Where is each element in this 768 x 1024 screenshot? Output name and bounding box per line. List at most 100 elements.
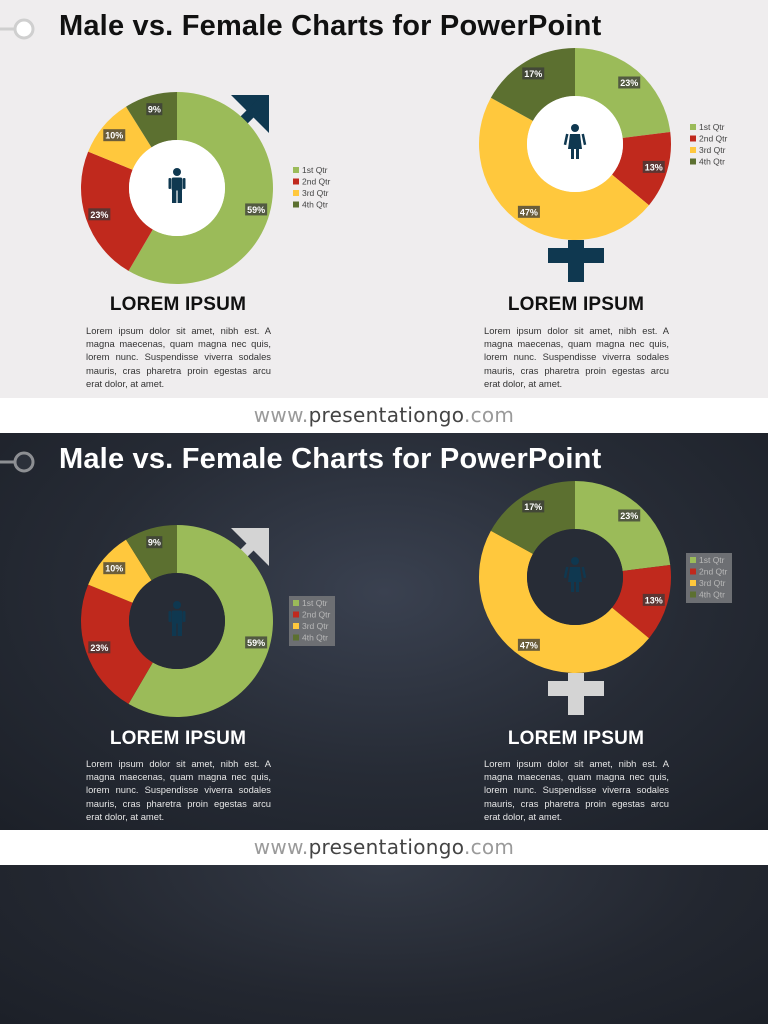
- male-person-icon: [168, 168, 186, 203]
- svg-text:13%: 13%: [645, 595, 663, 605]
- donut-slice-4: [490, 481, 575, 554]
- legend-item: 3rd Qtr: [690, 145, 726, 155]
- svg-text:23%: 23%: [90, 210, 108, 220]
- legend-item: 4th Qtr: [690, 157, 725, 167]
- svg-text:4th Qtr: 4th Qtr: [699, 157, 725, 167]
- svg-text:23%: 23%: [90, 643, 108, 653]
- svg-text:1st Qtr: 1st Qtr: [699, 555, 725, 565]
- svg-text:23%: 23%: [620, 78, 638, 88]
- svg-text:59%: 59%: [247, 205, 265, 215]
- legend-item: 1st Qtr: [293, 598, 328, 608]
- svg-text:4th Qtr: 4th Qtr: [302, 200, 328, 210]
- footer-suffix: .com: [463, 403, 515, 427]
- female-person-icon: [563, 557, 587, 592]
- svg-text:1st Qtr: 1st Qtr: [302, 598, 328, 608]
- footer-banner: www.presentationgo.com: [0, 398, 768, 433]
- svg-text:59%: 59%: [247, 638, 265, 648]
- legend-item: 1st Qtr: [293, 165, 328, 175]
- donut-slice-2: [611, 564, 671, 639]
- title-ring-icon: [0, 451, 35, 473]
- donut-slice-1: [575, 48, 671, 138]
- slide-dark: Male vs. Female Charts for PowerPoint 59…: [0, 433, 768, 830]
- footer-prefix: www.: [253, 403, 309, 427]
- footer-brand: presentationgo: [308, 403, 464, 427]
- svg-text:2nd Qtr: 2nd Qtr: [699, 134, 728, 144]
- svg-text:17%: 17%: [524, 69, 542, 79]
- legend-item: 4th Qtr: [293, 633, 328, 643]
- background-fill: [0, 865, 768, 1024]
- male-body-text: Lorem ipsum dolor sit amet, nibh est. A …: [86, 325, 271, 389]
- svg-text:10%: 10%: [105, 564, 123, 574]
- legend-item: 3rd Qtr: [690, 578, 726, 588]
- female-person-icon: [563, 124, 587, 159]
- data-label: 9%: [146, 103, 163, 116]
- svg-text:3rd Qtr: 3rd Qtr: [302, 621, 329, 631]
- male-body-text: Lorem ipsum dolor sit amet, nibh est. A …: [86, 758, 271, 822]
- legend-item: 2nd Qtr: [293, 610, 331, 620]
- svg-text:1st Qtr: 1st Qtr: [699, 122, 725, 132]
- female-cross-icon: [548, 240, 604, 282]
- data-label: 47%: [517, 205, 540, 218]
- donut-slice-1: [128, 92, 273, 285]
- data-label: 10%: [103, 562, 126, 575]
- data-label: 10%: [103, 129, 126, 142]
- data-label: 17%: [522, 500, 545, 513]
- data-label: 13%: [642, 593, 665, 606]
- svg-text:13%: 13%: [645, 162, 663, 172]
- svg-text:2nd Qtr: 2nd Qtr: [302, 610, 331, 620]
- legend-item: 4th Qtr: [690, 590, 725, 600]
- legend-item: 2nd Qtr: [690, 567, 728, 577]
- donut-slice-2: [81, 584, 153, 704]
- svg-text:3rd Qtr: 3rd Qtr: [699, 145, 726, 155]
- female-donut-chart: 23% 13% 47% 17%: [479, 48, 671, 241]
- male-donut-chart: 59% 23% 10% 9%: [81, 525, 273, 717]
- svg-text:4th Qtr: 4th Qtr: [699, 590, 725, 600]
- svg-text:9%: 9%: [148, 105, 161, 115]
- legend-item: 2nd Qtr: [293, 177, 331, 187]
- svg-text:10%: 10%: [105, 131, 123, 141]
- data-label: 9%: [146, 536, 163, 549]
- male-heading: LOREM IPSUM: [109, 294, 247, 315]
- donut-slice-3: [479, 97, 649, 241]
- donut-slice-4: [126, 525, 177, 581]
- legend-item: 1st Qtr: [690, 122, 725, 132]
- data-label: 23%: [88, 208, 111, 221]
- footer-suffix: .com: [463, 835, 515, 859]
- donut-slice-1: [575, 481, 671, 571]
- donut-slice-1: [128, 525, 273, 717]
- data-label: 23%: [88, 641, 111, 654]
- svg-text:2nd Qtr: 2nd Qtr: [699, 567, 728, 577]
- donut-slice-3: [479, 530, 649, 673]
- female-cross-icon: [548, 673, 604, 715]
- data-label: 13%: [642, 160, 665, 173]
- slide-title: Male vs. Female Charts for PowerPoint: [59, 10, 602, 42]
- data-label: 23%: [618, 509, 641, 522]
- female-heading: LOREM IPSUM: [507, 294, 645, 315]
- data-label: 59%: [245, 636, 268, 649]
- title-ring-icon: [0, 18, 35, 40]
- female-heading: LOREM IPSUM: [507, 728, 645, 749]
- svg-text:1st Qtr: 1st Qtr: [302, 165, 328, 175]
- legend-item: 4th Qtr: [293, 200, 328, 210]
- female-donut-chart: 23% 13% 47% 17%: [479, 481, 671, 673]
- svg-text:4th Qtr: 4th Qtr: [302, 633, 328, 643]
- svg-text:23%: 23%: [620, 511, 638, 521]
- data-label: 47%: [517, 638, 540, 651]
- male-donut-chart: 59% 23% 10% 9%: [81, 92, 273, 285]
- donut-slice-2: [611, 131, 671, 206]
- female-body-text: Lorem ipsum dolor sit amet, nibh est. A …: [484, 325, 669, 389]
- donut-slice-4: [126, 92, 177, 148]
- svg-text:9%: 9%: [148, 538, 161, 548]
- male-person-icon: [168, 601, 186, 636]
- donut-slice-2: [81, 151, 153, 271]
- legend-item: 3rd Qtr: [293, 188, 329, 198]
- svg-text:47%: 47%: [520, 207, 538, 217]
- svg-text:47%: 47%: [520, 640, 538, 650]
- data-label: 23%: [618, 76, 641, 89]
- legend-item: 1st Qtr: [690, 555, 725, 565]
- data-label: 17%: [522, 67, 545, 80]
- slide-light: Male vs. Female Charts for PowerPoint 59…: [0, 0, 768, 398]
